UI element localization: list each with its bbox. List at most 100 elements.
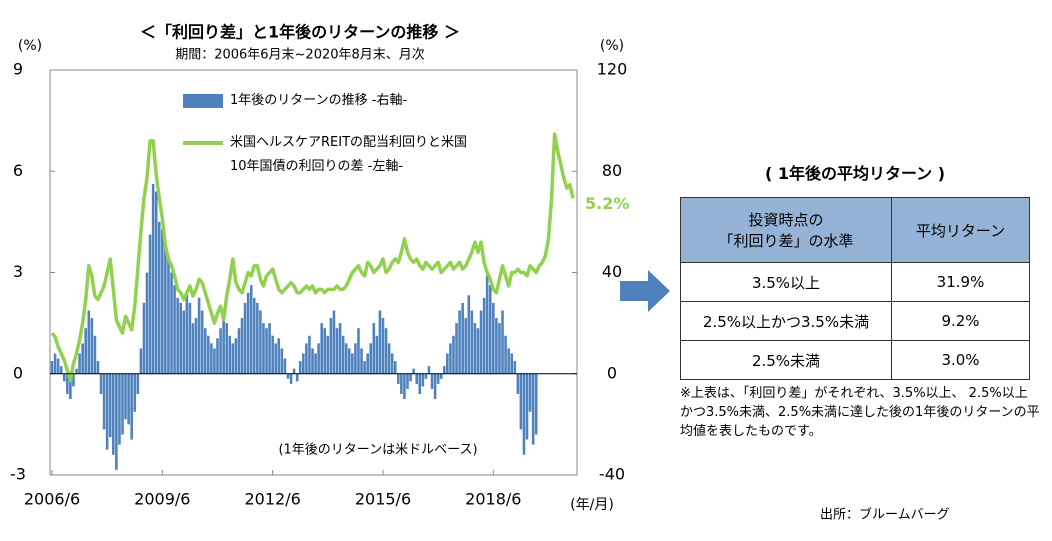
y-tick-label: 3 (13, 262, 23, 281)
bar (130, 373, 133, 440)
bar (93, 335, 97, 374)
bar (246, 292, 250, 374)
bar (252, 297, 256, 374)
bar (225, 323, 228, 374)
bar (56, 358, 60, 374)
bar (203, 328, 207, 374)
table-header: 投資時点の 「利回り差」の水準 平均リターン (680, 197, 1030, 263)
x-tick-label: 2018/6 (465, 490, 521, 509)
bar (167, 259, 170, 374)
bar (455, 323, 458, 374)
bar (314, 353, 317, 374)
bar (298, 361, 302, 374)
bar (237, 328, 241, 374)
bar (210, 343, 213, 374)
bar (286, 373, 290, 379)
bar (488, 285, 492, 374)
y-tick-label: 6 (13, 161, 23, 180)
bar (525, 373, 529, 440)
bar (249, 285, 253, 374)
legend-swatch (183, 94, 223, 108)
bar (449, 343, 452, 374)
bar (50, 361, 54, 374)
bar (458, 310, 461, 374)
bar (415, 373, 418, 384)
bar (351, 353, 354, 374)
bar (400, 373, 403, 394)
bar (197, 297, 201, 374)
bar (513, 361, 517, 374)
bar (510, 353, 513, 374)
bar (274, 343, 278, 374)
bar (479, 310, 483, 374)
bar (412, 368, 415, 374)
bar (277, 338, 281, 374)
bar (357, 328, 360, 374)
bar (151, 183, 155, 374)
bar (495, 318, 498, 374)
bar (136, 373, 140, 394)
bar (207, 335, 210, 374)
bar (108, 373, 112, 438)
x-tick-label: 2006/6 (24, 490, 80, 509)
bar (369, 343, 373, 374)
bar (157, 221, 161, 374)
bar (121, 373, 124, 435)
bar (148, 234, 152, 374)
bar (305, 343, 308, 374)
bar (522, 373, 526, 455)
bar (427, 366, 431, 374)
bar (421, 373, 425, 387)
table-row: 2.5%以上かつ3.5%未満 9.2% (680, 301, 1030, 341)
bar (265, 328, 268, 374)
bar (170, 272, 173, 374)
bar (360, 348, 363, 374)
legend-label: 1年後のリターンの推移 -右軸- (230, 93, 408, 108)
bar (185, 292, 189, 374)
bar (240, 318, 244, 374)
x-tick-label: 2009/6 (134, 490, 190, 509)
bar (200, 310, 204, 374)
y-axis-label: (%) (18, 38, 42, 54)
bar (87, 310, 91, 374)
chart-title: ＜「利回り差」と1年後のリターンの推移 ＞ (140, 23, 460, 42)
bar (442, 366, 446, 374)
bar (436, 373, 440, 384)
bar (164, 247, 167, 374)
bar (308, 335, 311, 374)
bar (179, 302, 183, 374)
bar (446, 353, 449, 374)
bar (53, 353, 57, 374)
y-tick-label: 0 (13, 363, 23, 382)
bar (191, 323, 195, 374)
x-tick-label: 2012/6 (245, 490, 301, 509)
y2-tick-label: -40 (599, 465, 625, 484)
bar (366, 353, 369, 374)
bar (228, 335, 232, 374)
y-tick-label: -3 (10, 465, 26, 484)
cell: 2.5%未満 (680, 340, 892, 380)
bar (194, 318, 198, 374)
bar (259, 310, 262, 374)
cell: 31.9% (891, 262, 1030, 302)
bar (142, 302, 146, 374)
bar (75, 368, 78, 374)
bar (188, 302, 192, 374)
bar (329, 318, 333, 374)
bar (375, 335, 379, 374)
bar (112, 373, 115, 455)
legend-label: 米国ヘルスケアREITの配当利回りと米国 10年国債の利回りの差 -左軸- (230, 135, 468, 174)
bar (384, 328, 388, 374)
bar (216, 338, 219, 374)
bar (127, 373, 130, 425)
bar (501, 310, 504, 374)
table-row: 2.5%未満 3.0% (680, 340, 1030, 380)
bar (439, 373, 443, 379)
bar (173, 285, 176, 374)
bar (452, 335, 455, 374)
bar (332, 310, 336, 374)
y-tick-label: 9 (13, 60, 23, 79)
bar (234, 338, 238, 374)
bar (99, 373, 103, 394)
bar (430, 373, 434, 389)
